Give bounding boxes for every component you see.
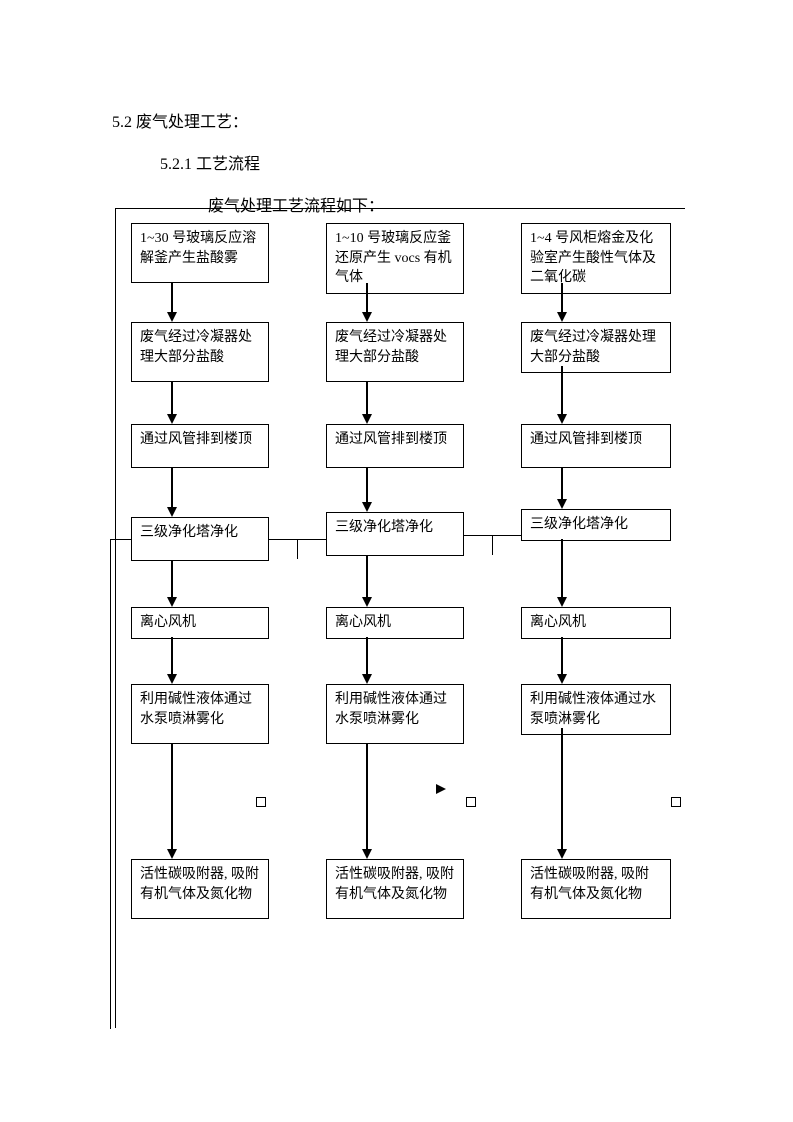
flow-node: 通过风管排到楼顶 <box>326 424 464 468</box>
flow-node: 活性碳吸附器, 吸附有机气体及氮化物 <box>326 859 464 919</box>
marker-square <box>256 797 266 807</box>
flow-node: 废气经过冷凝器处理大部分盐酸 <box>326 322 464 382</box>
marker-square <box>466 797 476 807</box>
flow-node: 三级净化塔净化 <box>326 512 464 556</box>
flow-node: 活性碳吸附器, 吸附有机气体及氮化物 <box>521 859 671 919</box>
waste-gas-flowchart: 1~30 号玻璃反应溶解釜产生盐酸雾废气经过冷凝器处理大部分盐酸通过风管排到楼顶… <box>115 208 685 1028</box>
flow-node: 三级净化塔净化 <box>131 517 269 561</box>
flow-node: 离心风机 <box>521 607 671 639</box>
flow-node: 1~4 号风柜熔金及化验室产生酸性气体及二氧化碳 <box>521 223 671 294</box>
flow-node: 离心风机 <box>326 607 464 639</box>
subsection-heading: 5.2.1 工艺流程 <box>160 150 692 174</box>
flow-node: 废气经过冷凝器处理大部分盐酸 <box>521 322 671 373</box>
flow-node: 1~30 号玻璃反应溶解釜产生盐酸雾 <box>131 223 269 283</box>
flow-node: 利用碱性液体通过水泵喷淋雾化 <box>326 684 464 744</box>
flow-node: 利用碱性液体通过水泵喷淋雾化 <box>131 684 269 744</box>
flow-node: 三级净化塔净化 <box>521 509 671 541</box>
flow-node: 通过风管排到楼顶 <box>131 424 269 468</box>
marker-square <box>671 797 681 807</box>
flow-node: 废气经过冷凝器处理大部分盐酸 <box>131 322 269 382</box>
flow-node: 利用碱性液体通过水泵喷淋雾化 <box>521 684 671 735</box>
flow-node: 离心风机 <box>131 607 269 639</box>
flow-node: 通过风管排到楼顶 <box>521 424 671 468</box>
section-heading: 5.2 废气处理工艺： <box>112 108 692 132</box>
flow-node: 1~10 号玻璃反应釜还原产生 vocs 有机气体 <box>326 223 464 294</box>
flow-node: 活性碳吸附器, 吸附有机气体及氮化物 <box>131 859 269 919</box>
